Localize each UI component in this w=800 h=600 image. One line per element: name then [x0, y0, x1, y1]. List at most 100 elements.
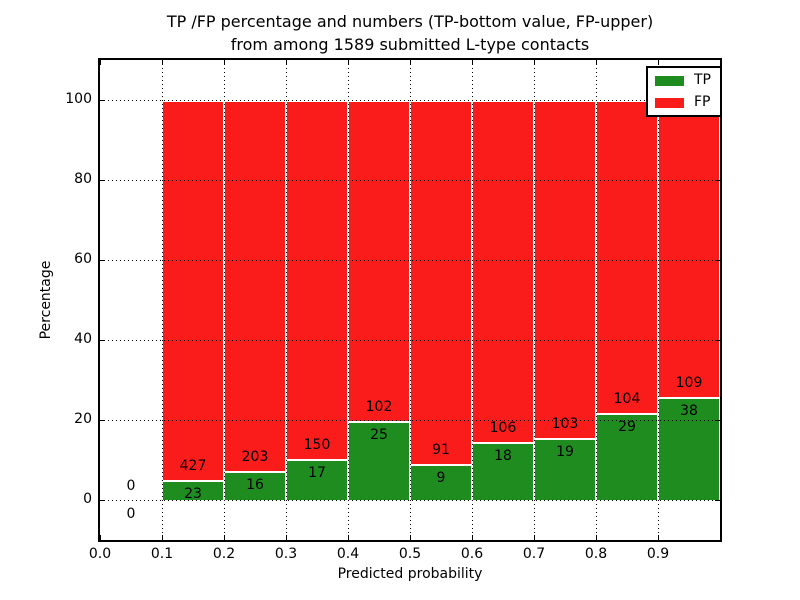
bar-fp-segment: [410, 100, 472, 464]
x-axis-label: Predicted probability: [337, 566, 483, 582]
bar-tp-segment: [410, 464, 472, 500]
x-tickmark-top: [348, 60, 349, 65]
chart-title-line-1: TP /FP percentage and numbers (TP-bottom…: [166, 12, 654, 31]
x-tickmark-bottom: [162, 535, 163, 540]
y-tickmark-left: [100, 180, 105, 181]
bar-tp-segment: [348, 421, 410, 500]
x-tick-label: 0.9: [646, 546, 670, 562]
fp-swatch-icon: [655, 97, 684, 108]
x-tickmark-top: [410, 60, 411, 65]
bar-fp-segment: [162, 100, 224, 480]
tp-count-label: 19: [556, 443, 574, 460]
x-tickmark-top: [472, 60, 473, 65]
x-tickmark-top: [596, 60, 597, 65]
x-tick-label: 0.0: [88, 546, 112, 562]
x-tick-label: 0.5: [398, 546, 422, 562]
fp-count-label: 0: [126, 478, 136, 494]
tp-count-label: 38: [680, 402, 698, 419]
fp-count-label: 203: [241, 448, 269, 465]
tp-count-label: 9: [436, 470, 446, 486]
tp-count-label: 0: [126, 506, 136, 522]
bar-tp-segment: [596, 412, 658, 500]
x-tick-label: 0.3: [274, 546, 298, 562]
fp-count-label: 103: [551, 415, 579, 432]
x-gridline: [348, 60, 349, 540]
y-tick-label: 80: [74, 171, 92, 187]
x-gridline: [410, 60, 411, 540]
bar-fp-segment: [534, 100, 596, 438]
fp-count-label: 102: [365, 399, 393, 416]
y-tickmark-left: [100, 500, 105, 501]
y-tick-label: 40: [74, 331, 92, 347]
legend-label-fp: FP: [694, 94, 711, 110]
x-tick-label: 0.7: [522, 546, 546, 562]
y-tickmark-right: [715, 500, 720, 501]
bar-tp-segment: [472, 441, 534, 500]
y-tick-label: 100: [65, 91, 92, 107]
y-tickmark-left: [100, 340, 105, 341]
chart-title: TP /FP percentage and numbers (TP-bottom…: [100, 10, 720, 56]
x-tick-label: 0.8: [584, 546, 608, 562]
x-tickmark-top: [100, 60, 101, 65]
x-tick-label: 0.4: [336, 546, 360, 562]
legend-label-tp: TP: [694, 72, 711, 88]
y-tickmark-right: [715, 420, 720, 421]
fp-count-label: 109: [675, 374, 703, 391]
x-tickmark-top: [286, 60, 287, 65]
x-tickmark-bottom: [286, 535, 287, 540]
y-tickmark-left: [100, 420, 105, 421]
bar-fp-segment: [286, 100, 348, 460]
tp-count-label: 18: [494, 447, 512, 464]
x-tick-label: 0.2: [212, 546, 236, 562]
x-gridline: [162, 60, 163, 540]
x-tick-label: 0.6: [460, 546, 484, 562]
bar-tp-segment: [534, 437, 596, 500]
tp-count-label: 23: [184, 485, 202, 502]
legend-item-fp: FP: [655, 95, 711, 110]
bar-fp-segment: [224, 100, 286, 471]
fp-count-label: 104: [613, 390, 641, 407]
bar-fp-segment: [472, 100, 534, 442]
fp-count-label: 150: [303, 437, 331, 454]
x-gridline: [658, 60, 659, 540]
x-gridline: [596, 60, 597, 540]
tp-count-label: 16: [246, 476, 264, 493]
legend-item-tp: TP: [655, 73, 711, 88]
x-gridline: [472, 60, 473, 540]
fp-count-label: 427: [179, 457, 207, 474]
legend: TP FP: [646, 66, 722, 117]
y-tick-label: 0: [83, 491, 92, 507]
x-tickmark-top: [534, 60, 535, 65]
x-tick-label: 0.1: [150, 546, 174, 562]
x-gridline: [224, 60, 225, 540]
tp-count-label: 17: [308, 465, 326, 482]
x-tickmark-top: [224, 60, 225, 65]
x-tickmark-bottom: [224, 535, 225, 540]
fp-count-label: 106: [489, 419, 517, 436]
fp-count-label: 91: [432, 442, 450, 458]
x-tickmark-top: [162, 60, 163, 65]
tp-count-label: 25: [370, 427, 388, 444]
y-tickmark-left: [100, 100, 105, 101]
tp-swatch-icon: [655, 75, 684, 86]
y-tickmark-right: [715, 340, 720, 341]
x-gridline: [534, 60, 535, 540]
x-tickmark-bottom: [472, 535, 473, 540]
x-tickmark-bottom: [100, 535, 101, 540]
x-tickmark-bottom: [596, 535, 597, 540]
bar-fp-segment: [658, 100, 720, 397]
x-tickmark-bottom: [410, 535, 411, 540]
x-gridline: [286, 60, 287, 540]
bar-fp-segment: [596, 100, 658, 413]
x-tickmark-bottom: [534, 535, 535, 540]
y-tickmark-right: [715, 260, 720, 261]
y-tick-label: 60: [74, 251, 92, 267]
bar-tp-segment: [658, 396, 720, 500]
y-tick-label: 20: [74, 411, 92, 427]
x-tickmark-bottom: [348, 535, 349, 540]
x-tickmark-top: [658, 60, 659, 65]
y-axis-label: Percentage: [38, 260, 54, 340]
x-tickmark-bottom: [658, 535, 659, 540]
y-tickmark-left: [100, 260, 105, 261]
